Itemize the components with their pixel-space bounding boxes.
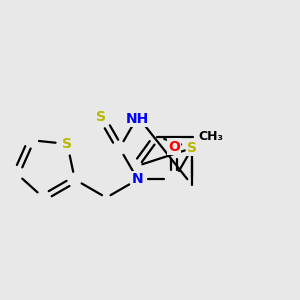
Text: S: S [96, 110, 106, 124]
Text: N: N [132, 172, 143, 187]
Text: S: S [187, 141, 197, 155]
Text: O: O [168, 140, 180, 154]
Text: NH: NH [126, 112, 149, 126]
Text: S: S [62, 137, 72, 151]
Text: CH₃: CH₃ [198, 130, 223, 143]
